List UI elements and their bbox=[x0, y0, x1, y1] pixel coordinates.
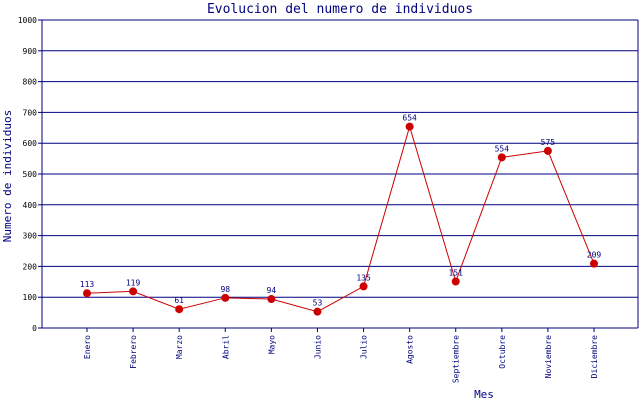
data-point bbox=[267, 295, 276, 304]
data-label: 575 bbox=[541, 138, 556, 147]
data-label: 94 bbox=[267, 286, 277, 295]
data-label: 113 bbox=[80, 280, 95, 289]
data-point bbox=[313, 307, 322, 316]
x-tick-label: Agosto bbox=[406, 335, 415, 364]
y-tick-labels: 0 100 200 300 400 500 600 700 800 900 1000 bbox=[18, 16, 37, 333]
series-line bbox=[86, 124, 595, 313]
data-point bbox=[359, 282, 368, 291]
data-point bbox=[175, 305, 184, 314]
y-tick-label: 1000 bbox=[18, 16, 37, 25]
data-label: 135 bbox=[356, 273, 371, 282]
y-tick-label: 900 bbox=[23, 47, 38, 56]
data-point bbox=[543, 146, 552, 155]
y-tick-label: 300 bbox=[23, 232, 38, 241]
y-tick-label: 0 bbox=[32, 324, 37, 333]
x-tick-label: Julio bbox=[360, 335, 369, 359]
data-labels: 113 119 61 98 94 53 135 654 151 554 575 209 bbox=[80, 114, 602, 308]
data-label: 98 bbox=[220, 285, 230, 294]
series-line bbox=[86, 124, 595, 313]
y-axis-label: Numero de individuos bbox=[1, 110, 14, 242]
data-point bbox=[129, 287, 138, 296]
data-label: 61 bbox=[174, 296, 184, 305]
x-tick-label: Enero bbox=[83, 335, 92, 359]
x-tick-label: Septiembre bbox=[452, 335, 461, 383]
data-label: 53 bbox=[313, 299, 323, 308]
data-label: 151 bbox=[449, 268, 464, 277]
data-point bbox=[83, 289, 91, 298]
x-tick-label: Abril bbox=[221, 335, 230, 359]
x-tick-label: Junio bbox=[313, 335, 322, 359]
data-points bbox=[83, 122, 598, 316]
data-label: 654 bbox=[402, 114, 417, 123]
x-tick-label: Febrero bbox=[129, 335, 138, 369]
y-tick-label: 200 bbox=[23, 262, 38, 271]
x-tick-label: Diciembre bbox=[590, 335, 599, 379]
grid bbox=[38, 19, 639, 332]
chart-title: Evolucion del numero de individuos bbox=[207, 2, 473, 17]
y-tick-label: 400 bbox=[23, 201, 38, 210]
y-tick-label: 600 bbox=[23, 139, 38, 148]
data-point bbox=[405, 122, 414, 131]
x-tick-label: Marzo bbox=[175, 335, 184, 359]
y-tick-label: 500 bbox=[23, 170, 38, 179]
x-axis-label: Mes bbox=[474, 388, 494, 400]
data-label: 119 bbox=[126, 278, 141, 287]
data-point bbox=[451, 277, 460, 286]
data-label: 209 bbox=[587, 251, 602, 260]
data-label: 554 bbox=[495, 144, 510, 153]
x-tick-label: Octubre bbox=[498, 335, 507, 369]
data-point bbox=[590, 259, 598, 268]
y-tick-label: 100 bbox=[23, 293, 38, 302]
x-tick-label: Mayo bbox=[267, 335, 276, 354]
data-point bbox=[497, 153, 506, 162]
y-tick-label: 700 bbox=[23, 108, 38, 117]
x-tick-labels: Enero Febrero Marzo Abril Mayo Junio Julio Agos… bbox=[83, 335, 599, 383]
x-tick-label: Noviembre bbox=[544, 335, 553, 379]
y-tick-label: 800 bbox=[23, 78, 38, 87]
data-point bbox=[221, 293, 230, 302]
